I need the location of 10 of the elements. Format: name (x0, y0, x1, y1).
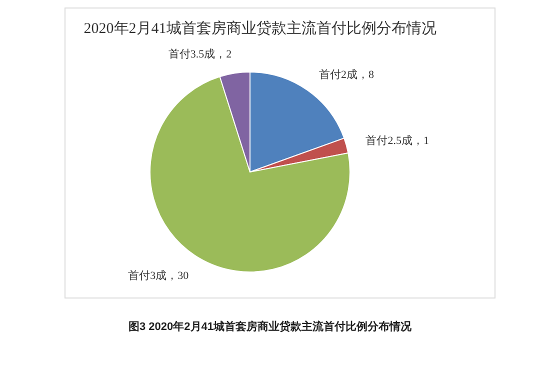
slice-label: 首付3成 (128, 269, 167, 282)
slice-label: 首付3.5成 (168, 47, 216, 60)
chart-title: 2020年2月41城首套房商业贷款主流首付比例分布情况 (84, 20, 436, 37)
slice-label: 首付2.5成 (366, 134, 412, 148)
slice-label: 首付2成 (319, 68, 358, 81)
data-label: ，30 (166, 270, 190, 282)
data-label: ，2 (215, 48, 232, 60)
data-label: ，1 (412, 135, 429, 148)
data-label: ，8 (358, 68, 375, 81)
caption: 图3 2020年2月41城首套房商业贷款主流首付比例分布情况 (128, 320, 412, 333)
